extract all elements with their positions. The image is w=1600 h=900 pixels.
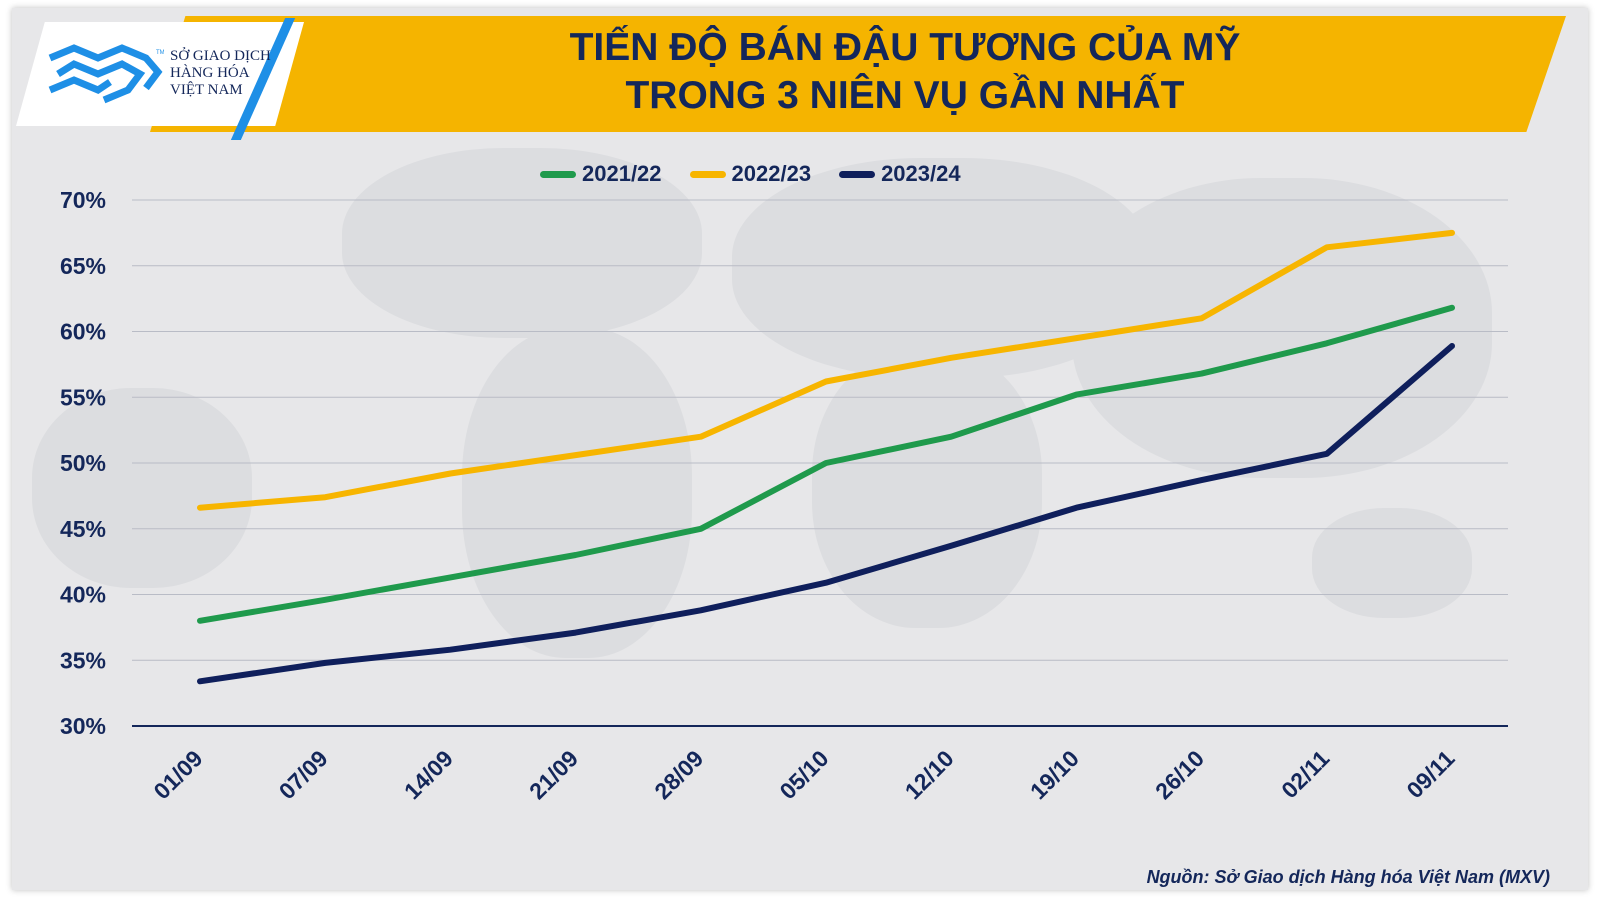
map-backdrop (342, 148, 702, 338)
logo-line-1: SỞ GIAO DỊCH (170, 48, 271, 64)
logo-text: SỞ GIAO DỊCH HÀNG HÓA VIỆT NAM (170, 48, 271, 99)
chart-legend: 2021/22 2022/23 2023/24 (540, 158, 961, 190)
map-backdrop (32, 388, 252, 588)
series-line-2 (197, 343, 1455, 685)
legend-swatch (839, 170, 876, 178)
legend-label: 2021/22 (582, 161, 662, 186)
legend-swatch (689, 170, 726, 178)
legend-swatch (540, 170, 576, 178)
legend-label: 2023/24 (881, 161, 961, 186)
x-tick-label: 09/11 (1401, 745, 1459, 803)
y-tick-label: 40% (60, 582, 106, 608)
x-tick-label: 26/10 (1150, 745, 1209, 804)
y-tick-label: 60% (60, 319, 106, 345)
x-tick-label: 07/09 (274, 745, 333, 804)
source-note: Nguồn: Sở Giao dịch Hàng hóa Việt Nam (M… (1146, 867, 1550, 887)
y-tick-label: 50% (60, 450, 106, 476)
title-line-1: TIẾN ĐỘ BÁN ĐẬU TƯƠNG CỦA MỸ (569, 26, 1241, 69)
y-tick-label: 45% (60, 516, 106, 542)
x-tick-label: 21/09 (524, 745, 583, 804)
x-tick-label: 02/11 (1276, 745, 1334, 803)
y-tick-label: 35% (60, 647, 106, 673)
x-tick-label: 14/09 (399, 745, 458, 804)
map-backdrop (812, 348, 1042, 628)
map-backdrop (462, 328, 692, 658)
y-tick-label: 65% (60, 253, 106, 279)
page-title: TIẾN ĐỘ BÁN ĐẬU TƯƠNG CỦA MỸ TRONG 3 NIÊ… (380, 24, 1430, 120)
series-line-1 (197, 229, 1455, 511)
infographic-card (12, 8, 1588, 890)
x-tick-label: 28/09 (649, 745, 708, 804)
legend-item-2: 2023/24 (839, 161, 961, 187)
title-banner (150, 16, 1566, 132)
legend-item-1: 2022/23 (689, 161, 812, 187)
map-backdrop (1312, 508, 1472, 618)
series-line-0 (197, 304, 1455, 624)
x-tick-label: 05/10 (774, 745, 833, 804)
logo-tm: TM (156, 50, 164, 56)
logo-line-2: HÀNG HÓA (170, 65, 250, 81)
y-tick-label: 30% (60, 713, 106, 739)
legend-item-0: 2021/22 (540, 161, 662, 187)
x-tick-label: 01/09 (148, 745, 207, 804)
x-tick-label: 12/10 (900, 745, 959, 804)
y-tick-label: 55% (60, 384, 106, 410)
y-tick-label: 70% (60, 187, 106, 213)
mxv-logo-icon: TM (48, 44, 164, 104)
legend-label: 2022/23 (731, 161, 812, 186)
logo-line-3: VIỆT NAM (170, 82, 243, 98)
x-tick-label: 19/10 (1025, 745, 1084, 804)
title-line-2: TRONG 3 NIÊN VỤ GẦN NHẤT (625, 74, 1185, 117)
